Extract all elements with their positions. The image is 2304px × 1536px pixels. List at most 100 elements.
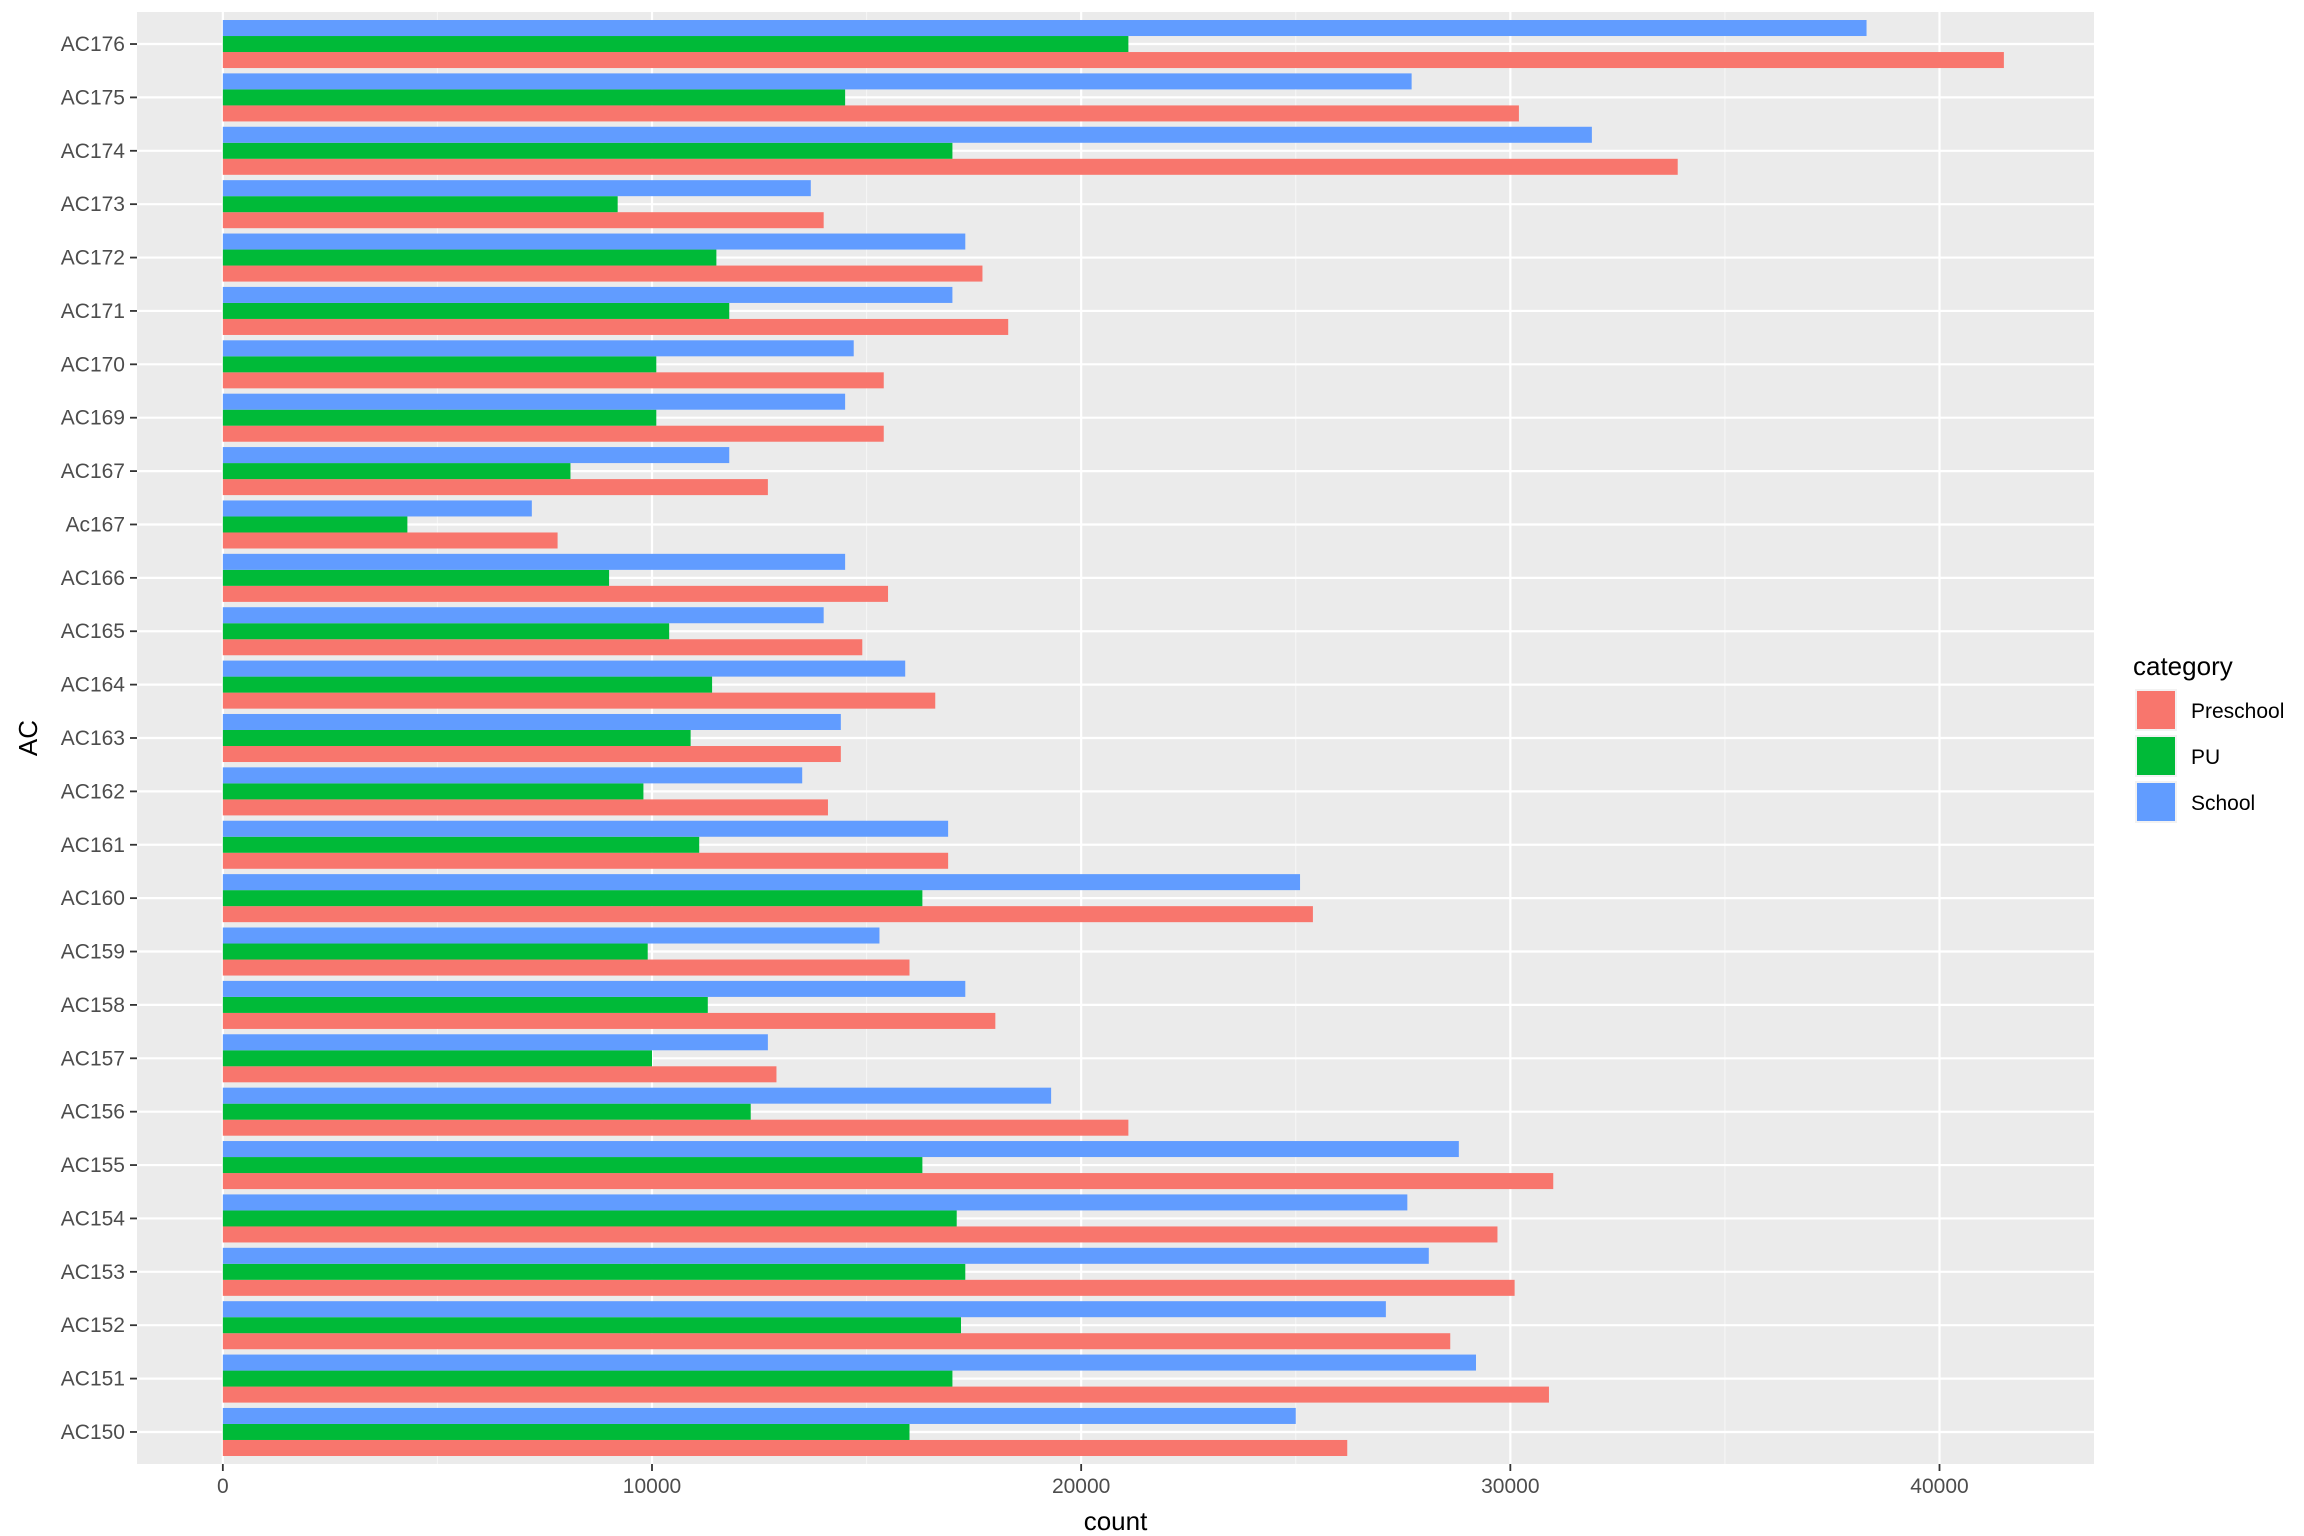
bar-school-ac171 bbox=[222, 286, 953, 303]
x-tick-label: 30000 bbox=[1481, 1475, 1539, 1498]
bar-preschool-ac150 bbox=[222, 1439, 1348, 1456]
bar-preschool-ac166 bbox=[222, 585, 889, 602]
bar-preschool-ac160 bbox=[222, 906, 1313, 923]
legend-label-school: School bbox=[2191, 792, 2255, 815]
y-tick-label: AC167 bbox=[61, 460, 125, 483]
y-tick-label: AC174 bbox=[61, 140, 126, 163]
bar-school-ac157 bbox=[222, 1034, 768, 1051]
bar-pu-ac154 bbox=[222, 1210, 957, 1227]
bar-school-ac163 bbox=[222, 713, 841, 730]
y-tick-label: Ac167 bbox=[65, 513, 125, 536]
bar-pu-ac159 bbox=[222, 943, 648, 960]
bar-pu-ac150 bbox=[222, 1423, 910, 1440]
legend-key-school bbox=[2137, 783, 2175, 821]
bar-school-ac167 bbox=[222, 447, 730, 464]
bar-pu-ac169 bbox=[222, 409, 657, 426]
y-tick-label: AC166 bbox=[61, 567, 125, 590]
bar-preschool-ac172 bbox=[222, 265, 983, 282]
bar-pu-ac175 bbox=[222, 89, 846, 106]
y-tick-label: AC165 bbox=[61, 620, 125, 643]
bar-pu-ac164 bbox=[222, 676, 713, 693]
bar-school-ac158 bbox=[222, 980, 966, 997]
major-gridlines bbox=[137, 12, 2094, 1464]
bar-preschool-ac171 bbox=[222, 318, 1009, 335]
bar-preschool-ac169 bbox=[222, 425, 884, 442]
bar-school-ac155 bbox=[222, 1141, 1459, 1158]
bar-school-ac172 bbox=[222, 233, 966, 250]
legend-key-pu bbox=[2137, 737, 2175, 775]
y-tick-label: AC176 bbox=[61, 33, 125, 56]
y-tick-label: AC175 bbox=[61, 86, 125, 109]
bar-preschool-ac159 bbox=[222, 959, 910, 976]
bar-school-ac173 bbox=[222, 180, 811, 197]
y-tick-label: AC163 bbox=[61, 727, 125, 750]
bar-preschool-ac174 bbox=[222, 158, 1678, 175]
bar-pu-ac153 bbox=[222, 1263, 966, 1280]
bar-preschool-ac163 bbox=[222, 746, 841, 763]
bar-pu-ac172 bbox=[222, 249, 717, 266]
bar-school-ac153 bbox=[222, 1247, 1429, 1264]
y-tick-label: AC158 bbox=[61, 994, 125, 1017]
y-tick-label: AC164 bbox=[61, 674, 126, 697]
bar-preschool-ac176 bbox=[222, 52, 2004, 69]
bar-pu-ac176 bbox=[222, 36, 1129, 53]
x-axis-title: count bbox=[1084, 1506, 1148, 1536]
bar-pu-ac166 bbox=[222, 569, 610, 586]
y-tick-label: AC156 bbox=[61, 1101, 125, 1124]
y-tick-label: AC162 bbox=[61, 780, 125, 803]
x-tick-label: 10000 bbox=[623, 1475, 681, 1498]
bar-preschool-ac161 bbox=[222, 852, 949, 869]
x-tick-label: 40000 bbox=[1910, 1475, 1968, 1498]
y-axis-ticks: AC150 AC151 AC152 AC153 AC154 AC155 AC156 AC157… bbox=[61, 33, 137, 1444]
y-tick-label: AC154 bbox=[61, 1207, 126, 1230]
y-tick-label: AC171 bbox=[61, 300, 125, 323]
bar-preschool-ac173 bbox=[222, 212, 824, 229]
y-tick-label: AC151 bbox=[61, 1368, 125, 1391]
bar-pu-ac173 bbox=[222, 196, 618, 213]
bar-preschool-ac158 bbox=[222, 1012, 996, 1029]
bar-preschool-ac175 bbox=[222, 105, 1519, 122]
bar-preschool-ac152 bbox=[222, 1333, 1451, 1350]
bar-school-ac151 bbox=[222, 1354, 1476, 1371]
legend: category Preschool PU School bbox=[2133, 651, 2284, 823]
y-tick-label: AC155 bbox=[61, 1154, 125, 1177]
bar-school-ac167 bbox=[222, 500, 532, 517]
x-tick-label: 20000 bbox=[1052, 1475, 1110, 1498]
bar-pu-ac151 bbox=[222, 1370, 953, 1387]
bar-pu-ac165 bbox=[222, 623, 670, 640]
bar-school-ac150 bbox=[222, 1407, 1296, 1424]
bar-pu-ac167 bbox=[222, 516, 408, 533]
bar-pu-ac170 bbox=[222, 356, 657, 373]
bar-school-ac165 bbox=[222, 607, 824, 624]
y-tick-label: AC159 bbox=[61, 941, 125, 964]
bar-preschool-ac155 bbox=[222, 1173, 1554, 1190]
y-tick-label: AC153 bbox=[61, 1261, 125, 1284]
y-tick-label: AC169 bbox=[61, 407, 125, 430]
bar-school-ac154 bbox=[222, 1194, 1408, 1211]
bar-preschool-ac154 bbox=[222, 1226, 1498, 1243]
y-tick-label: AC172 bbox=[61, 247, 125, 270]
bar-preschool-ac151 bbox=[222, 1386, 1549, 1403]
legend-title: category bbox=[2133, 651, 2233, 681]
y-tick-label: AC160 bbox=[61, 887, 125, 910]
bar-school-ac174 bbox=[222, 126, 1592, 143]
bar-pu-ac174 bbox=[222, 142, 953, 159]
bar-school-ac176 bbox=[222, 20, 1867, 37]
bar-school-ac164 bbox=[222, 660, 906, 677]
bar-pu-ac162 bbox=[222, 783, 644, 800]
bar-school-ac152 bbox=[222, 1301, 1386, 1318]
bar-pu-ac163 bbox=[222, 729, 691, 747]
bar-school-ac161 bbox=[222, 820, 949, 837]
y-tick-label: AC173 bbox=[61, 193, 125, 216]
legend-label-preschool: Preschool bbox=[2191, 700, 2284, 723]
bar-school-ac169 bbox=[222, 393, 846, 410]
bar-school-ac170 bbox=[222, 340, 854, 357]
bar-preschool-ac167 bbox=[222, 532, 558, 549]
bar-school-ac160 bbox=[222, 874, 1301, 891]
bar-preschool-ac157 bbox=[222, 1066, 777, 1083]
bar-preschool-ac153 bbox=[222, 1279, 1515, 1296]
y-tick-label: AC152 bbox=[61, 1314, 125, 1337]
bar-pu-ac160 bbox=[222, 890, 923, 907]
bar-school-ac159 bbox=[222, 927, 880, 944]
bar-preschool-ac165 bbox=[222, 639, 863, 656]
